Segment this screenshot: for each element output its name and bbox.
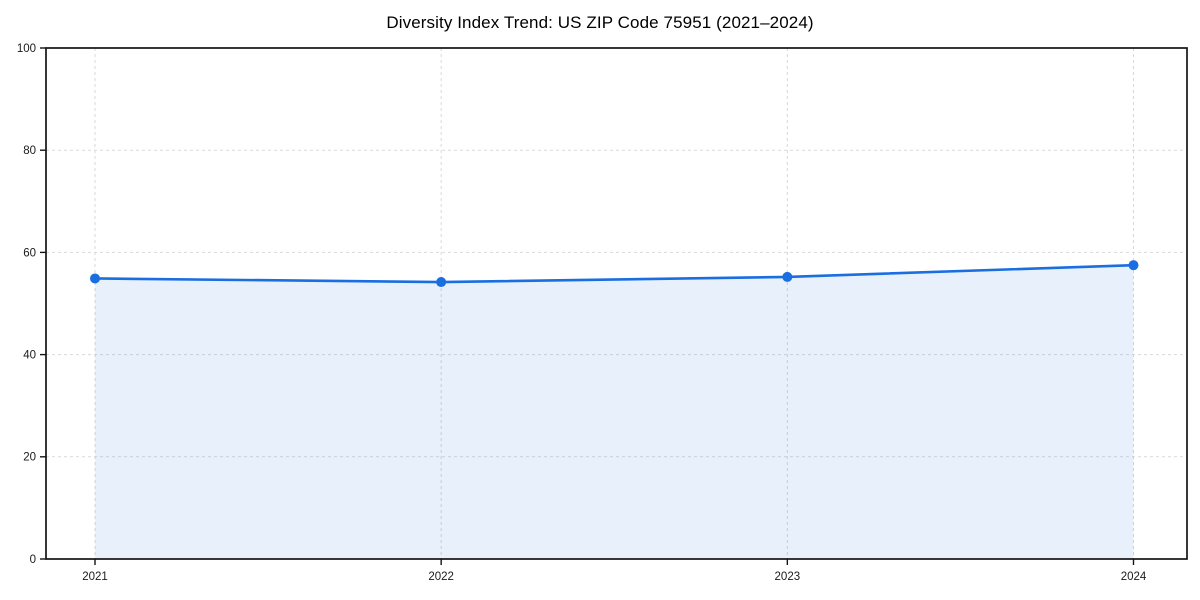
y-axis-tick-label: 100 (17, 43, 36, 55)
data-point-marker (90, 273, 100, 284)
x-axis-tick-label: 2022 (428, 571, 454, 583)
x-axis-tick-label: 2023 (775, 571, 801, 583)
y-axis-tick-label: 60 (23, 247, 36, 259)
trend-line (93, 263, 1135, 284)
y-axis-tick-label: 0 (30, 554, 36, 566)
x-axis-tick-label: 2021 (82, 571, 108, 583)
y-axis-tick-label: 20 (23, 452, 36, 464)
data-point-marker (436, 277, 447, 288)
data-point-marker (782, 271, 793, 282)
x-axis-tick-label: 2024 (1121, 571, 1147, 583)
plot-border (45, 47, 1188, 560)
y-axis-tick-label: 40 (23, 350, 36, 362)
data-point-marker (1128, 260, 1139, 271)
chart-title: Diversity Index Trend: US ZIP Code 75951… (386, 13, 814, 32)
y-axis-tick-label: 80 (23, 145, 36, 157)
area-fill (95, 265, 1134, 559)
